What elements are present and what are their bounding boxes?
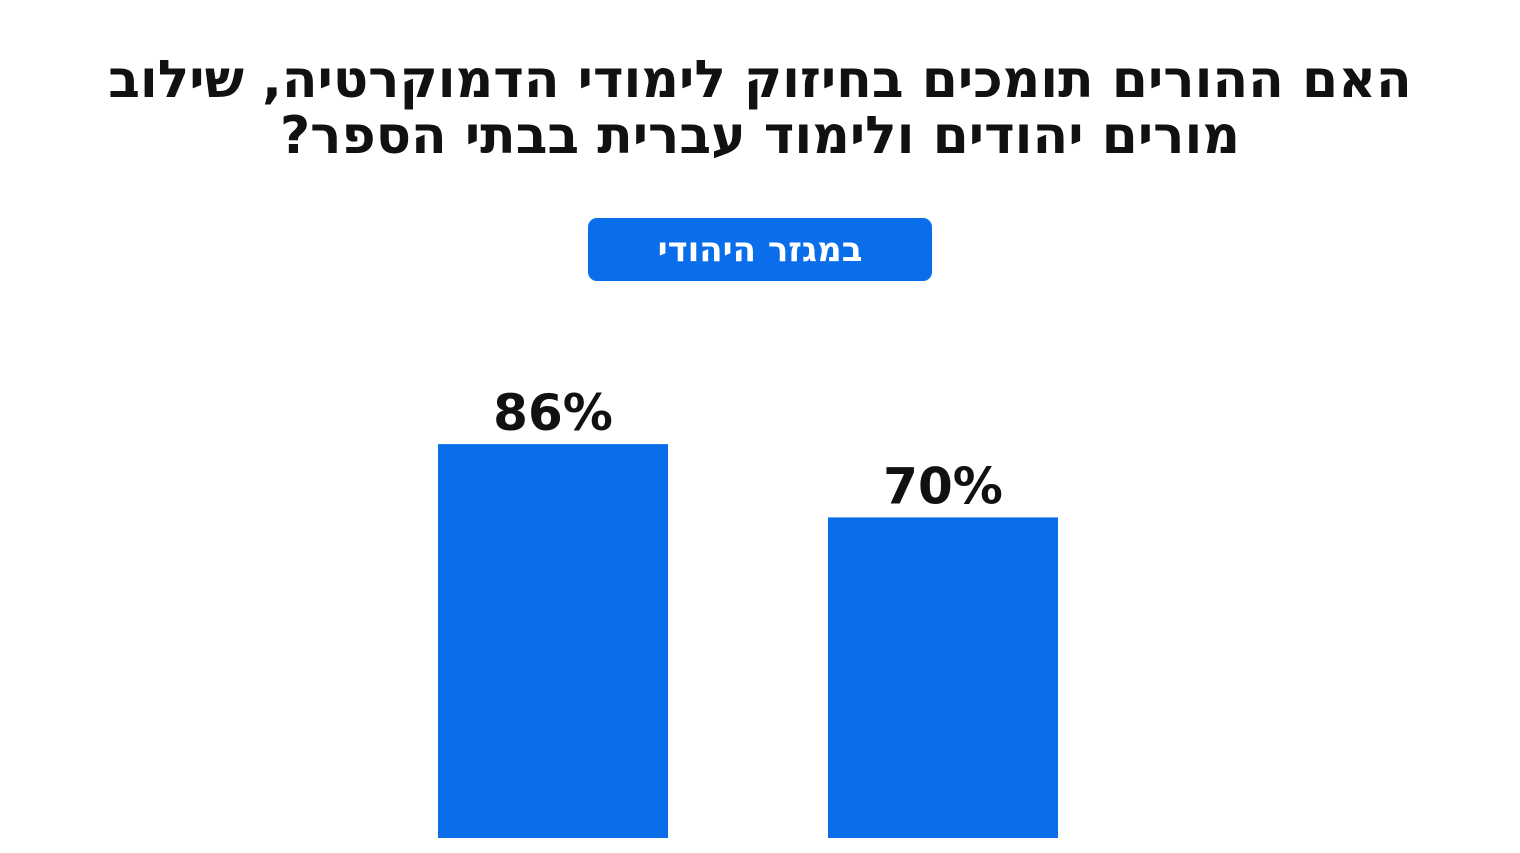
page-title: האם ההורים תומכים בחיזוק לימודי הדמוקרטי… [108,50,1412,166]
bar-value-label-2: 70% [883,457,1003,515]
bar-2 [828,517,1058,838]
bar-value-label-1: 86% [493,384,613,442]
subgroup-badge: במגזר היהודי [588,218,932,281]
bar-1 [438,444,668,838]
